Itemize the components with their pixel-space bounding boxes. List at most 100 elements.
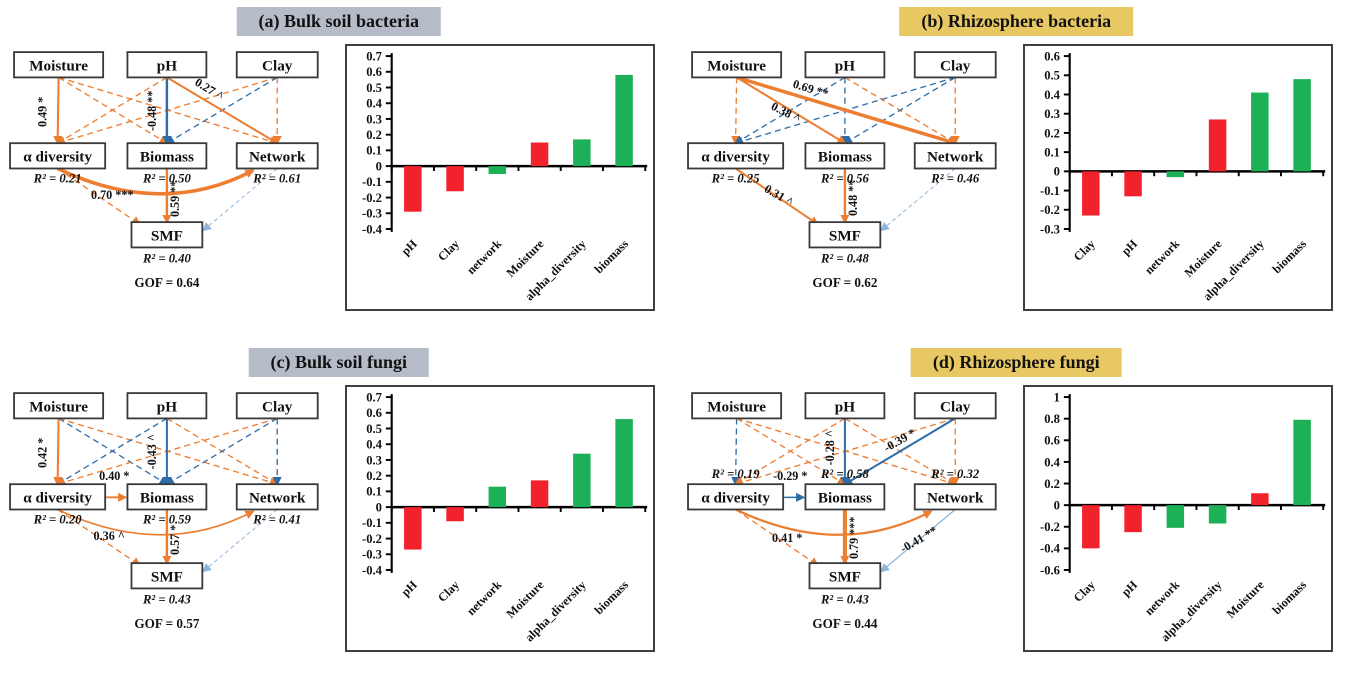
svg-text:0: 0 [1053,165,1059,179]
panel-body: 0.38 ^ 0.69 ** 0.31 ^ 0.48 ** Moisture pH Clay… [686,44,1352,311]
svg-text:0.27 ^: 0.27 ^ [192,75,226,103]
svg-text:0: 0 [1053,499,1059,513]
svg-text:0.40 *: 0.40 * [99,469,129,483]
panel-a: (a) Bulk soil bacteria 0.49 * -0.48 ** 0.2… [0,0,678,341]
svg-text:0.6: 0.6 [366,406,382,420]
svg-text:0.42 *: 0.42 * [35,438,49,468]
svg-text:0.3: 0.3 [1044,107,1060,121]
svg-text:Biomass: Biomass [817,148,871,165]
svg-text:-0.2: -0.2 [1040,203,1060,217]
svg-text:-0.2: -0.2 [1040,520,1060,534]
sem-diagram: 0.38 ^0.69 **0.31 ^ 0.48 **Moisture pH Clay… [686,51,997,290]
svg-text:0.57 *: 0.57 * [168,525,182,555]
svg-text:0.4: 0.4 [366,97,382,111]
svg-text:α diversity: α diversity [23,148,92,165]
svg-text:biomass: biomass [592,578,632,618]
svg-text:0.4: 0.4 [366,438,382,452]
svg-text:R² = 0.58: R² = 0.58 [819,467,869,481]
svg-text:network: network [464,237,505,278]
svg-text:Moisture: Moisture [1223,577,1267,621]
svg-text:pH: pH [157,398,177,415]
svg-text:R² = 0.56: R² = 0.56 [819,172,869,186]
svg-text:Clay: Clay [435,237,462,264]
svg-text:Clay: Clay [262,57,293,74]
svg-text:R² = 0.19: R² = 0.19 [710,467,760,481]
svg-text:Network: Network [249,148,306,165]
svg-text:R² = 0.46: R² = 0.46 [930,172,980,186]
svg-text:0.41 *: 0.41 * [772,531,802,545]
svg-text:-0.1: -0.1 [362,175,382,189]
svg-text:Biomass: Biomass [140,148,194,165]
svg-text:pH: pH [398,577,420,599]
svg-text:0: 0 [376,500,382,514]
svg-text:-0.43 ^: -0.43 ^ [145,434,159,469]
svg-text:0.31 ^: 0.31 ^ [762,182,796,210]
svg-text:Moisture: Moisture [29,57,88,74]
svg-text:-0.3: -0.3 [362,548,382,562]
svg-text:1: 1 [1053,390,1059,404]
svg-text:0.49 *: 0.49 * [35,97,49,127]
svg-text:Clay: Clay [262,398,293,415]
svg-text:-0.3: -0.3 [1040,222,1060,236]
svg-text:0.79 ***: 0.79 *** [847,517,861,559]
svg-text:0.48 **: 0.48 ** [846,180,860,216]
sem-diagram: 0.42 * -0.43 ^ 0.40 * 0.36 ^ 0.57 * Moisture p… [9,392,319,631]
svg-text:SMF: SMF [828,568,860,585]
svg-text:Moisture: Moisture [707,57,766,74]
svg-text:0.36 ^: 0.36 ^ [94,529,125,543]
svg-text:0.2: 0.2 [1044,126,1060,140]
svg-text:R² = 0.40: R² = 0.40 [142,252,192,266]
bar-chart-box: -0.6 -0.4 -0.2 0 0.2 0.4 0.6 0.8 1 Clay pH network a… [1022,385,1333,652]
svg-text:R² = 0.43: R² = 0.43 [142,593,191,607]
svg-text:0.1: 0.1 [366,485,382,499]
svg-text:pH: pH [834,398,854,415]
svg-text:pH: pH [834,57,854,74]
svg-text:R² = 0.48: R² = 0.48 [819,252,869,266]
svg-text:Network: Network [249,489,306,506]
svg-text:0: 0 [376,159,382,173]
bar-chart: -0.3 -0.2 -0.1 0 0.1 0.2 0.3 0.4 0.5 0.6 Clay pH net… [1040,49,1325,303]
svg-text:R² = 0.21: R² = 0.21 [33,172,82,186]
svg-text:Clay: Clay [940,57,971,74]
svg-text:-0.28 ^: -0.28 ^ [822,430,836,465]
svg-text:0.2: 0.2 [1044,477,1060,491]
panel-title: (c) Bulk soil fungi [248,348,430,377]
svg-text:R² = 0.32: R² = 0.32 [930,467,980,481]
svg-text:0.1: 0.1 [366,144,382,158]
svg-text:biomass: biomass [1269,237,1309,277]
svg-text:-0.1: -0.1 [362,516,382,530]
svg-text:0.6: 0.6 [1044,434,1060,448]
svg-text:0.4: 0.4 [1044,88,1060,102]
bar-chart: -0.4-0.3 -0.2 -0.1 00.1 0.2 0.30.4 0.5 0.6 0.7 pH… [362,390,648,644]
svg-text:pH: pH [1118,236,1140,258]
svg-text:0.6: 0.6 [1044,49,1060,63]
panel-c: (c) Bulk soil fungi 0.42 * -0.43 ^ 0.40 * 0… [0,341,678,682]
svg-text:0.59 **: 0.59 ** [168,181,182,217]
svg-text:0.2: 0.2 [366,469,382,483]
panel-title: (d) Rhizosphere fungi [910,348,1122,377]
svg-text:R² = 0.43: R² = 0.43 [819,593,868,607]
panel-title: (b) Rhizosphere bacteria [899,7,1134,36]
svg-text:R² = 0.20: R² = 0.20 [33,513,83,527]
svg-text:Biomass: Biomass [817,489,871,506]
svg-text:network: network [1141,578,1182,619]
svg-text:-0.48 **: -0.48 ** [145,91,159,131]
svg-text:-0.1: -0.1 [1040,184,1060,198]
svg-text:pH: pH [398,236,420,258]
svg-text:-0.41 **: -0.41 ** [897,523,939,555]
svg-text:Network: Network [926,148,983,165]
svg-text:Moisture: Moisture [29,398,88,415]
svg-text:α diversity: α diversity [23,489,92,506]
svg-text:network: network [464,578,505,619]
panel-b: (b) Rhizosphere bacteria 0.38 ^ 0.69 ** 0.… [678,0,1355,341]
panel-body: 0.42 * -0.43 ^ 0.40 * 0.36 ^ 0.57 * Moisture p… [8,385,674,652]
svg-text:Moisture: Moisture [707,398,766,415]
bar-chart-box: -0.4 -0.3 -0.2 -0.1 0 0.1 0.2 0.3 0.4 0.5 0.6 0.7 pH… [345,44,655,311]
svg-text:biomass: biomass [1269,578,1309,618]
svg-text:Clay: Clay [1070,578,1097,605]
svg-text:Clay: Clay [940,398,971,415]
svg-text:R² = 0.61: R² = 0.61 [252,172,301,186]
svg-text:0.4: 0.4 [1044,455,1060,469]
svg-text:Clay: Clay [435,578,462,605]
